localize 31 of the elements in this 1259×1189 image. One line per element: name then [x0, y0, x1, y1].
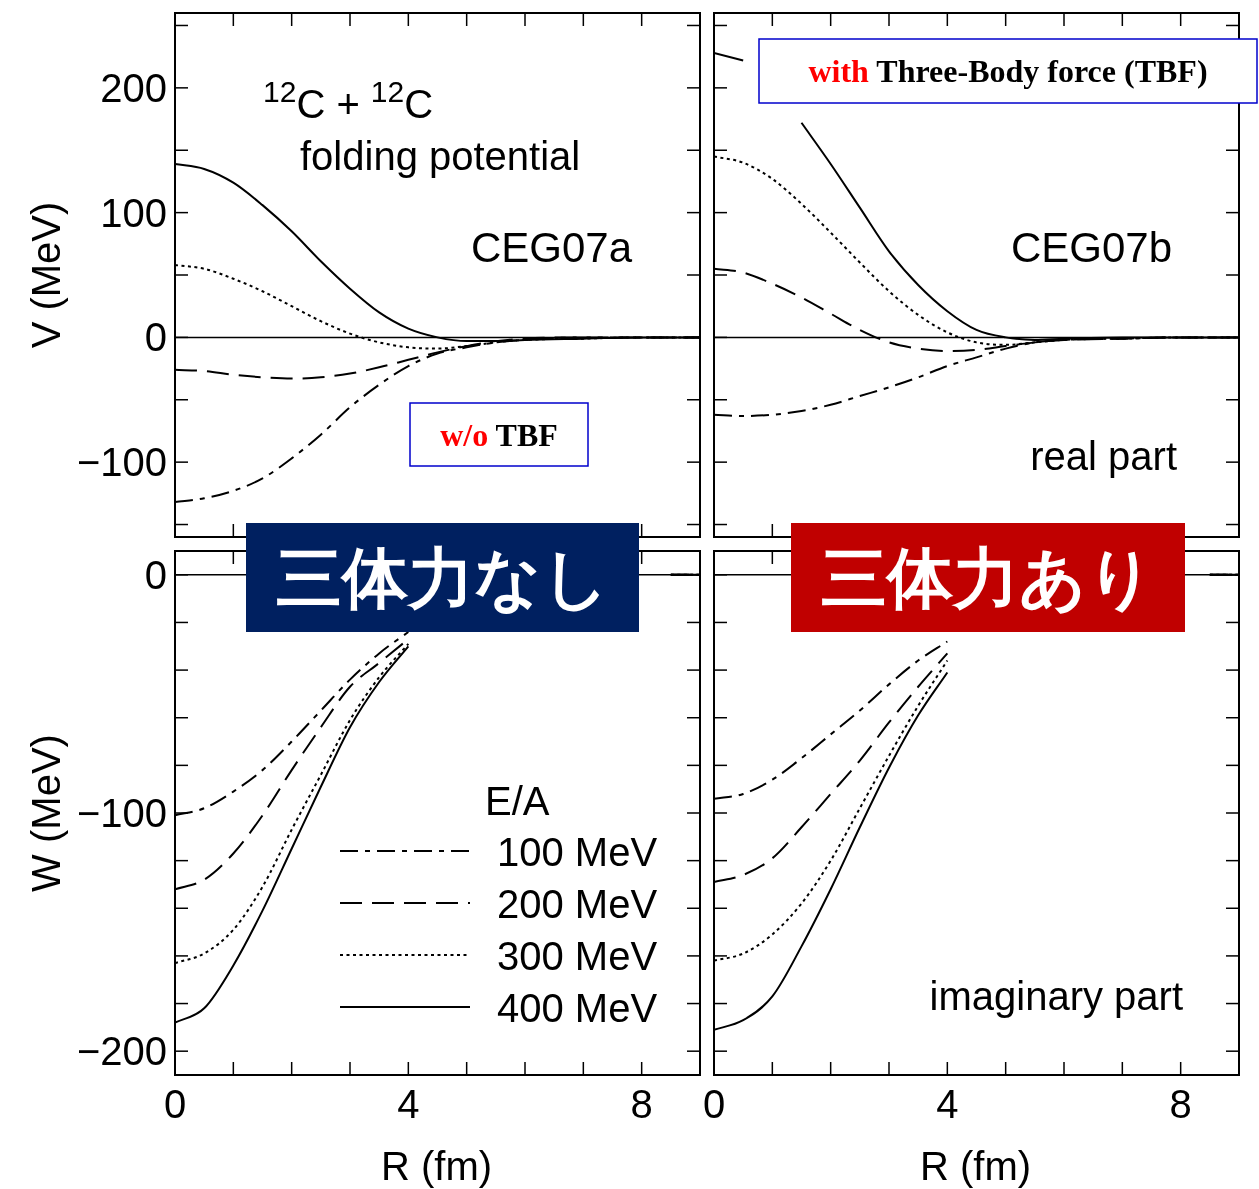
x-tick-label: 8 [1169, 1082, 1192, 1126]
x-tick-label: 4 [936, 1082, 959, 1126]
y-axis-title: V (MeV) [24, 201, 68, 349]
annotation: 三体力なし [275, 540, 610, 615]
legend-label: 400 MeV [497, 986, 658, 1030]
y-tick-label: −100 [76, 440, 167, 485]
y-tick-label: −100 [76, 791, 167, 835]
annotation: CEG07b [1010, 224, 1172, 271]
y-tick-label: 0 [144, 552, 167, 597]
x-axis-title: R (fm) [919, 1144, 1032, 1188]
x-tick-label: 8 [630, 1082, 653, 1126]
x-tick-label: 0 [702, 1082, 726, 1126]
legend-title: E/A [485, 779, 550, 823]
y-tick-label: 100 [100, 190, 167, 235]
annotation: $^{12}$C + $^{12}$C [263, 74, 434, 126]
y-tick-label: 0 [144, 315, 167, 360]
x-tick-label: 4 [397, 1082, 420, 1126]
annotation: real part [1030, 434, 1177, 478]
y-tick-label: −200 [76, 1029, 167, 1074]
y-tick-label: 200 [100, 65, 167, 110]
annotation: with Three-Body force (TBF) [808, 53, 1208, 90]
annotation: 三体力あり [821, 540, 1155, 615]
annotation: w/o TBF [440, 416, 558, 453]
legend-label: 300 MeV [497, 934, 658, 978]
annotation: folding potential [300, 134, 581, 178]
annotation: imaginary part [929, 974, 1183, 1018]
annotation: CEG07a [470, 224, 633, 271]
legend-label: 100 MeV [497, 830, 658, 874]
legend-label: 200 MeV [497, 882, 658, 926]
y-axis-title: W (MeV) [24, 734, 68, 892]
x-axis-title: R (fm) [380, 1144, 493, 1188]
